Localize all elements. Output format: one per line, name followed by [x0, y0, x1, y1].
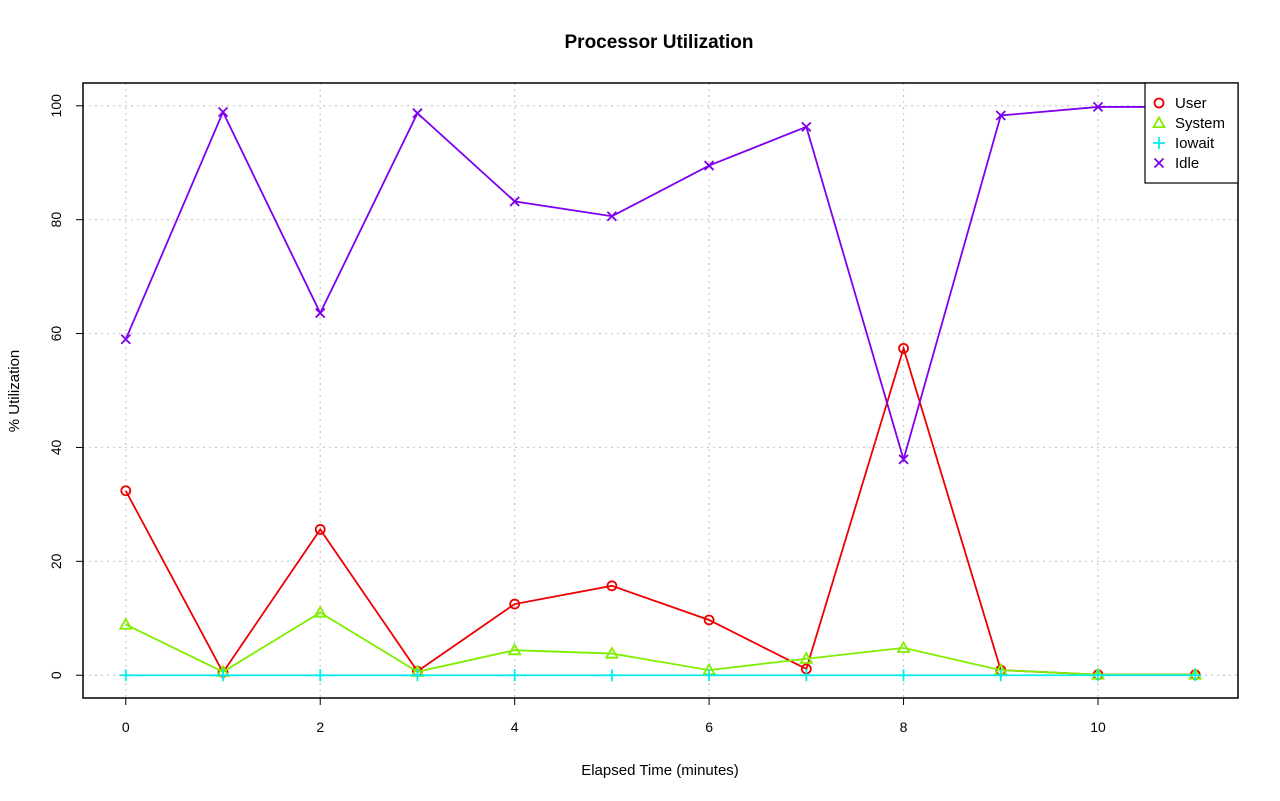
data-point-system: [118, 617, 133, 630]
legend-label-system: System: [1175, 115, 1225, 132]
y-tick-label: 40: [48, 439, 64, 455]
legend-label-idle: Idle: [1175, 155, 1199, 172]
legend-marker-iowait: [1153, 137, 1165, 149]
data-point-user: [606, 580, 618, 592]
data-point-system: [896, 640, 911, 653]
data-point-system: [507, 642, 522, 656]
series-line-user: [124, 345, 1196, 676]
legend-box: [1144, 82, 1239, 184]
x-axis-label: Elapsed Time (minutes): [581, 762, 739, 779]
grid-lines: [83, 83, 1238, 698]
data-point-idle: [120, 334, 131, 345]
y-tick-label: 60: [48, 326, 64, 342]
plot-frame: [82, 82, 1239, 699]
data-point-iowait: [1189, 669, 1202, 682]
y-axis: 0 20 40 60 80 100: [48, 94, 83, 679]
series-user: [120, 342, 1201, 681]
data-point-iowait: [411, 669, 424, 682]
data-point-system: [799, 651, 814, 664]
data-point-iowait: [1092, 669, 1104, 682]
data-point-idle: [509, 196, 520, 207]
series-idle: [120, 101, 1201, 465]
data-point-iowait: [508, 669, 521, 682]
legend-marker-idle: [1153, 157, 1165, 169]
y-tick-label: 0: [48, 671, 64, 679]
data-point-iowait: [119, 669, 132, 682]
data-point-user: [314, 524, 326, 535]
data-point-idle: [703, 160, 715, 171]
data-point-iowait: [314, 669, 327, 682]
y-axis-label: % Utilization: [6, 350, 23, 433]
x-tick-label: 0: [122, 719, 130, 735]
legend-marker-system: [1151, 115, 1167, 129]
data-point-iowait: [800, 669, 813, 682]
series-layer: [118, 101, 1203, 682]
y-tick-label: 20: [48, 553, 64, 569]
x-tick-label: 4: [511, 719, 519, 735]
x-tick-label: 10: [1090, 719, 1106, 735]
data-point-user: [898, 342, 909, 354]
data-point-idle: [315, 307, 326, 319]
x-tick-label: 6: [705, 719, 713, 735]
x-tick-label: 2: [316, 719, 324, 735]
legend-label-iowait: Iowait: [1175, 135, 1215, 152]
x-axis: 0 2 4 6 8 10: [122, 698, 1106, 735]
legend-label-user: User: [1175, 95, 1207, 112]
data-point-iowait: [605, 669, 618, 682]
legend-marker-user: [1153, 97, 1165, 109]
data-point-iowait: [897, 669, 910, 682]
series-iowait: [119, 669, 1202, 682]
y-tick-label: 80: [48, 212, 64, 228]
data-point-idle: [606, 211, 618, 222]
data-point-system: [313, 605, 328, 618]
data-point-idle: [1092, 101, 1104, 113]
data-point-iowait: [994, 669, 1007, 682]
series-line-idle: [124, 106, 1196, 463]
data-point-idle: [412, 108, 423, 119]
data-point-idle: [801, 121, 812, 132]
data-point-iowait: [217, 669, 229, 682]
series-line-system: [125, 611, 1196, 676]
y-tick-label: 100: [48, 94, 64, 118]
data-point-idle: [898, 454, 909, 465]
data-point-idle: [995, 110, 1006, 121]
data-point-system: [604, 646, 619, 659]
chart-title: Processor Utilization: [565, 32, 754, 53]
data-point-user: [120, 485, 132, 497]
series-system: [118, 605, 1203, 680]
data-point-iowait: [703, 669, 716, 682]
data-point-user: [703, 614, 715, 626]
legend: User System Iowait Idle: [1144, 82, 1239, 184]
data-point-idle: [217, 106, 229, 118]
x-tick-label: 8: [900, 719, 908, 735]
data-point-user: [509, 598, 521, 610]
